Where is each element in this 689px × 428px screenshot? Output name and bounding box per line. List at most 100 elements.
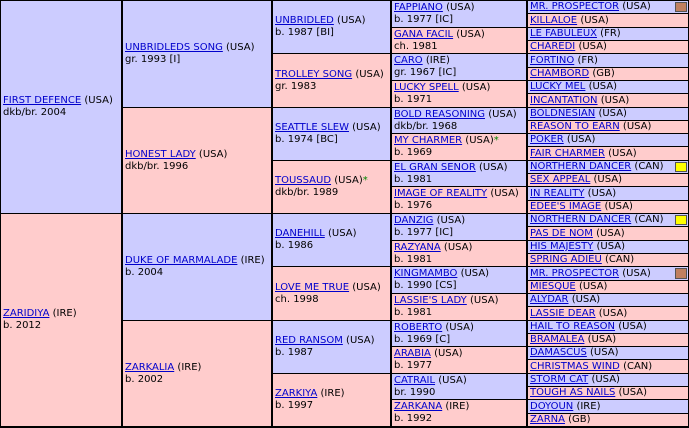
- horse-name-link[interactable]: INCANTATION: [530, 94, 598, 106]
- horse-name-link[interactable]: DANZIG: [394, 215, 434, 226]
- horse-info: CARO (IRE) gr. 1967 [IC]: [394, 55, 524, 79]
- horse-cell-g5: BOLDNESIAN (USA): [528, 108, 688, 120]
- horse-name-link[interactable]: MR. PROSPECTOR: [530, 1, 620, 12]
- horse-name-link[interactable]: FAIR CHARMER: [530, 147, 605, 159]
- horse-details: gr. 1983: [275, 80, 317, 92]
- horse-name-link[interactable]: LUCKY MEL: [530, 81, 586, 92]
- horse-name-link[interactable]: REASON TO EARN: [530, 121, 620, 132]
- horse-details: b. 1987: [275, 347, 314, 358]
- horse-info: TROLLEY SONG (USA) gr. 1983: [275, 69, 388, 93]
- horse-info: NORTHERN DANCER (CAN): [530, 214, 686, 226]
- horse-name-link[interactable]: LASSIE DEAR: [530, 307, 596, 319]
- horse-name-link[interactable]: MR. PROSPECTOR: [530, 267, 620, 279]
- horse-name-link[interactable]: FORTINO: [530, 54, 575, 66]
- horse-name-line: DAMASCUS (USA): [530, 347, 686, 359]
- horse-name-link[interactable]: BOLDNESIAN: [530, 108, 596, 119]
- horse-name-link[interactable]: DAMASCUS: [530, 347, 587, 358]
- horse-name-link[interactable]: KILLALOE: [530, 14, 578, 26]
- horse-country: (USA): [465, 135, 494, 146]
- horse-cell-g5: CHRISTMAS WIND (CAN): [528, 360, 688, 373]
- horse-country: (USA): [488, 108, 517, 120]
- horse-name-link[interactable]: HONEST LADY: [125, 148, 196, 160]
- horse-cell-g3: TOUSSAUD (USA)* dkb/br. 1989: [273, 161, 390, 213]
- horse-name-link[interactable]: NORTHERN DANCER: [530, 161, 632, 172]
- horse-details: b. 1997: [275, 400, 314, 411]
- horse-info: KILLALOE (USA): [530, 15, 686, 27]
- horse-cell-g4: ROBERTO (USA) b. 1969 [C]: [392, 321, 526, 346]
- horse-name-link[interactable]: EL GRAN SENOR: [394, 161, 476, 173]
- horse-name-link[interactable]: ZARIDIYA: [3, 308, 50, 319]
- horse-cell-g5: LE FABULEUX (FR): [528, 28, 688, 40]
- horse-info: RED RANSOM (USA) b. 1987: [275, 335, 388, 359]
- horse-name-link[interactable]: UNBRIDLEDS SONG: [125, 42, 223, 53]
- horse-name-link[interactable]: ZARKALIA: [125, 361, 175, 373]
- horse-info: POKER (USA): [530, 134, 686, 146]
- horse-name-link[interactable]: TOUSSAUD: [275, 175, 332, 186]
- horse-name-link[interactable]: IN REALITY: [530, 187, 585, 199]
- horse-country: (USA): [591, 374, 620, 385]
- horse-name-link[interactable]: POKER: [530, 134, 564, 145]
- horse-name-line: IMAGE OF REALITY (USA): [394, 188, 524, 200]
- horse-name-link[interactable]: BOLD REASONING: [394, 108, 485, 120]
- horse-name-line: KILLALOE (USA): [530, 15, 686, 27]
- horse-country: (USA): [580, 14, 609, 26]
- horse-info: UNBRIDLEDS SONG (USA) gr. 1993 [I]: [125, 42, 269, 66]
- horse-name-link[interactable]: HAIL TO REASON: [530, 321, 616, 332]
- horse-name-link[interactable]: EDEE'S IMAGE: [530, 201, 602, 212]
- horse-details: b. 1977 [IC]: [394, 14, 454, 25]
- horse-name-link[interactable]: TOUGH AS NAILS: [530, 387, 616, 398]
- horse-name-link[interactable]: CARO: [394, 55, 423, 66]
- horse-name-link[interactable]: ARABIA: [394, 348, 431, 359]
- horse-name-link[interactable]: CHRISTMAS WIND: [530, 360, 620, 372]
- horse-country: (FR): [577, 54, 598, 66]
- horse-name-link[interactable]: ROBERTO: [394, 321, 443, 333]
- horse-name-link[interactable]: SPRING ADIEU: [530, 254, 602, 265]
- horse-details: gr. 1993 [I]: [125, 54, 181, 65]
- horse-info: MR. PROSPECTOR (USA): [530, 1, 686, 13]
- horse-name-link[interactable]: RED RANSOM: [275, 335, 343, 346]
- horse-cell-g5: EDEE'S IMAGE (USA): [528, 201, 688, 213]
- horse-name-link[interactable]: LUCKY SPELL: [394, 82, 459, 93]
- horse-name-link[interactable]: CATRAIL: [394, 374, 436, 386]
- horse-name-link[interactable]: DANEHILL: [275, 228, 325, 239]
- horse-cell-g5: FAIR CHARMER (USA): [528, 147, 688, 160]
- horse-name-line: ZARKANA (IRE): [394, 401, 524, 413]
- horse-name-link[interactable]: FIRST DEFENCE: [3, 95, 82, 106]
- horse-country: (USA): [198, 148, 228, 160]
- horse-name-link[interactable]: ZARNA: [530, 414, 565, 425]
- horse-info: FAIR CHARMER (USA): [530, 148, 686, 160]
- horse-cell-g2: HONEST LADY (USA) dkb/br. 1996: [123, 108, 271, 213]
- horse-name-link[interactable]: MY CHARMER: [394, 135, 463, 146]
- horse-name-link[interactable]: HIS MAJESTY: [530, 241, 594, 252]
- horse-name-link[interactable]: SEX APPEAL: [530, 174, 591, 185]
- horse-name-link[interactable]: IMAGE OF REALITY: [394, 188, 488, 199]
- horse-name-link[interactable]: KINGMAMBO: [394, 268, 458, 279]
- horse-name-link[interactable]: ZARKANA: [394, 401, 443, 412]
- horse-name-link[interactable]: DUKE OF MARMALADE: [125, 255, 238, 266]
- horse-name-link[interactable]: SEATTLE SLEW: [275, 122, 349, 133]
- horse-name-link[interactable]: GANA FACIL: [394, 28, 454, 40]
- horse-name-link[interactable]: CHAREDI: [530, 41, 576, 52]
- horse-name-link[interactable]: ZARKIYA: [275, 388, 318, 399]
- horse-name-link[interactable]: RAZYANA: [394, 241, 441, 253]
- horse-name-link[interactable]: MIESQUE: [530, 281, 576, 292]
- horse-name-link[interactable]: LOVE ME TRUE: [275, 281, 350, 293]
- horse-name-link[interactable]: UNBRIDLED: [275, 15, 334, 26]
- star-marker: *: [362, 175, 368, 186]
- horse-name-link[interactable]: BRAMALEA: [530, 334, 585, 345]
- horse-name-link[interactable]: LE FABULEUX: [530, 28, 597, 39]
- horse-name-link[interactable]: CHAMBORD: [530, 68, 590, 79]
- horse-name-link[interactable]: LASSIE'S LADY: [394, 295, 467, 306]
- horse-name-link[interactable]: PAS DE NOM: [530, 227, 593, 239]
- horse-name-link[interactable]: DOYOUN: [530, 400, 574, 412]
- horse-name-link[interactable]: FAPPIANO: [394, 2, 443, 13]
- horse-info: SPRING ADIEU (CAN): [530, 254, 686, 266]
- horse-name-link[interactable]: ALYDAR: [530, 294, 569, 305]
- horse-name-link[interactable]: TROLLEY SONG: [275, 68, 353, 80]
- horse-details: b. 1969 [C]: [394, 333, 451, 345]
- horse-name-link[interactable]: NORTHERN DANCER: [530, 214, 632, 225]
- horse-country: (USA): [596, 241, 625, 252]
- horse-info: ZARKIYA (IRE) b. 1997: [275, 388, 388, 412]
- horse-name-link[interactable]: STORM CAT: [530, 374, 589, 385]
